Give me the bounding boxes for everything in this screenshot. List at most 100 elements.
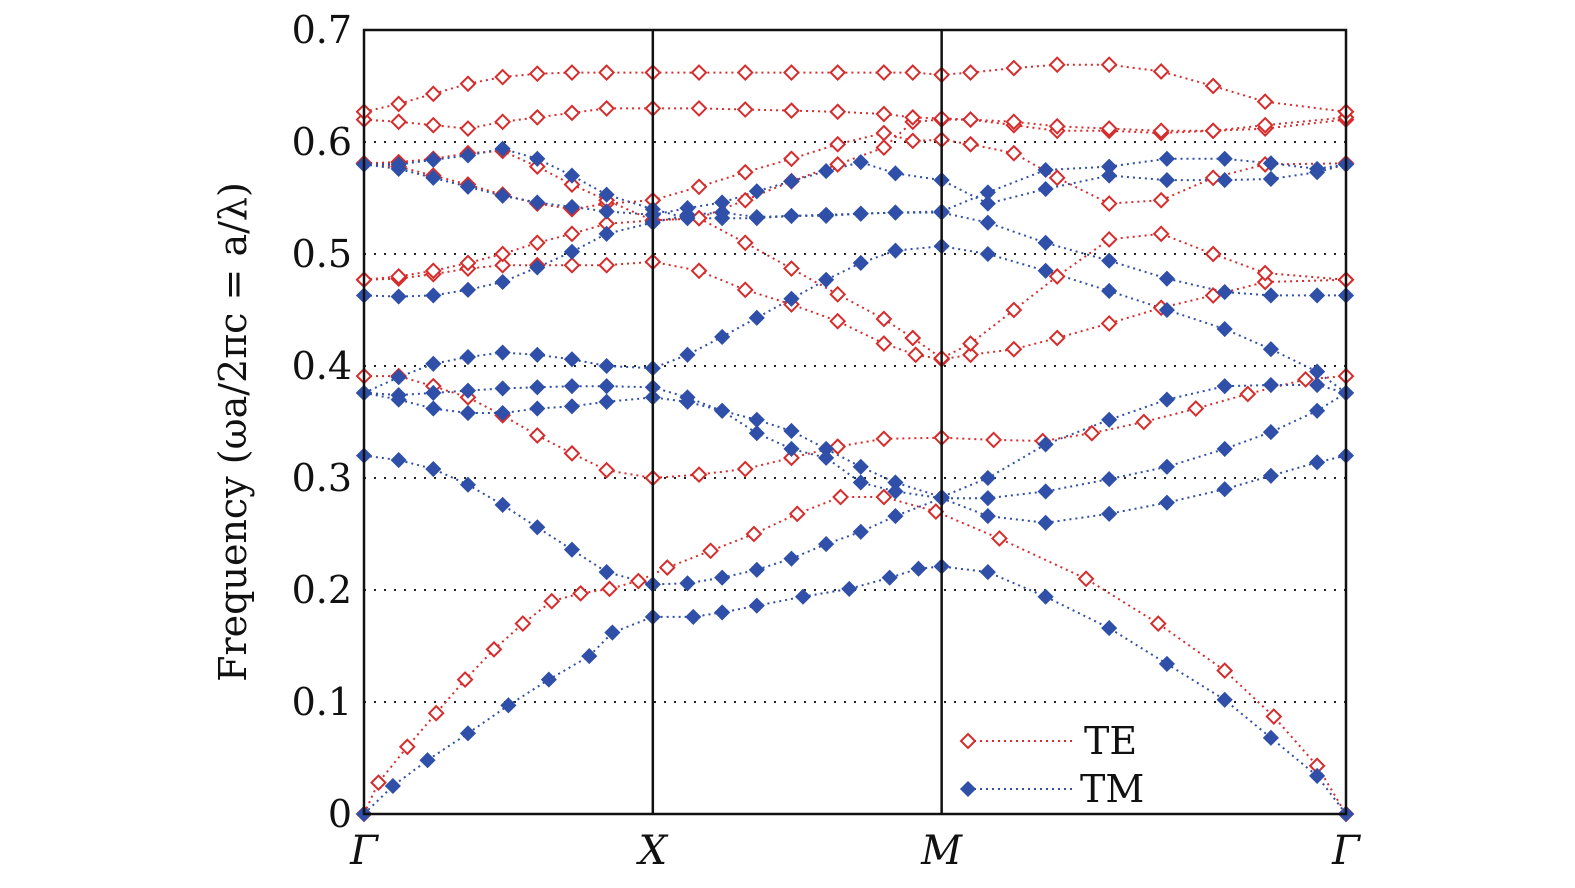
te-point xyxy=(962,346,979,364)
tm-point xyxy=(598,564,615,581)
te-point xyxy=(875,139,893,157)
te-point xyxy=(563,444,581,462)
tm-point xyxy=(384,777,401,795)
te-band-line xyxy=(363,217,1347,360)
te-point xyxy=(543,592,561,610)
tm-point xyxy=(529,150,546,167)
tm-point xyxy=(1262,467,1279,484)
te-point xyxy=(875,64,893,81)
tm-point xyxy=(979,195,996,212)
tm-point xyxy=(563,167,581,184)
tm-point xyxy=(500,697,517,714)
series-points-layer xyxy=(355,56,1355,823)
tm-point xyxy=(425,151,442,168)
te-point xyxy=(783,260,800,277)
te-point xyxy=(494,245,512,263)
y-tick-label: 0.6 xyxy=(292,120,352,164)
y-tick-labels: 0 0.1 0.2 0.3 0.4 0.5 0.6 0.7 xyxy=(292,8,352,836)
tm-point xyxy=(494,344,511,361)
te-point xyxy=(1256,93,1274,111)
te-point xyxy=(690,99,708,117)
tm-point xyxy=(598,378,615,395)
tm-point xyxy=(1158,458,1175,475)
tm-point xyxy=(540,671,557,688)
tm-point xyxy=(563,398,581,415)
te-point xyxy=(390,95,408,113)
te-point xyxy=(456,671,474,689)
te-point xyxy=(1152,191,1170,209)
tm-point xyxy=(748,210,765,227)
tm-point xyxy=(598,203,615,220)
tm-point xyxy=(1101,158,1118,175)
grid-layer xyxy=(364,141,1346,703)
tm-point xyxy=(1216,150,1233,167)
tm-point xyxy=(748,411,765,428)
te-point xyxy=(875,310,893,328)
tm-point xyxy=(425,460,442,478)
tm-point xyxy=(1309,376,1326,394)
tm-point xyxy=(887,242,904,259)
tm-point xyxy=(1158,655,1175,672)
te-point xyxy=(398,738,416,756)
legend-item-tm: TM xyxy=(959,767,1144,811)
tm-point xyxy=(1262,341,1279,358)
tm-point xyxy=(529,259,546,276)
te-point xyxy=(904,108,922,126)
te-point xyxy=(736,460,754,478)
tm-point xyxy=(459,178,477,195)
tm-point xyxy=(1037,483,1054,500)
te-point xyxy=(528,427,546,444)
tm-point xyxy=(783,440,800,457)
tm-point xyxy=(459,476,477,493)
tm-point xyxy=(494,140,511,157)
te-point xyxy=(1204,287,1222,304)
te-point xyxy=(601,580,618,598)
te-point xyxy=(598,99,616,117)
tm-point xyxy=(1101,411,1118,428)
te-band-line xyxy=(363,118,1347,222)
plot-border xyxy=(362,28,1348,816)
y-axis-title: Frequency (ωa/2πc = a/λ) xyxy=(211,182,255,682)
tm-point xyxy=(563,541,581,558)
te-point xyxy=(1256,116,1274,134)
tm-point xyxy=(459,147,477,164)
te-point xyxy=(1100,315,1118,332)
te-point xyxy=(514,615,532,633)
tm-point xyxy=(1262,155,1279,172)
x-tick-label: X xyxy=(636,828,669,874)
te-point xyxy=(563,225,581,243)
te-point xyxy=(783,64,800,81)
x-tick-label: Γ xyxy=(349,828,379,874)
legend-tm-marker xyxy=(959,780,977,798)
te-point xyxy=(962,64,979,81)
te-band-line xyxy=(363,107,1347,132)
tm-point xyxy=(783,550,800,567)
tm-point xyxy=(598,393,615,410)
y-tick-label: 0.3 xyxy=(292,456,352,500)
tm-point xyxy=(852,154,869,171)
te-point xyxy=(829,64,847,81)
tm-point xyxy=(419,752,436,769)
tm-point xyxy=(783,207,800,224)
te-point xyxy=(829,312,847,330)
te-point xyxy=(745,525,763,543)
tm-point xyxy=(1216,378,1233,395)
tm-point xyxy=(1101,471,1118,488)
te-point xyxy=(904,64,922,81)
tm-point xyxy=(818,206,835,223)
te-point xyxy=(1005,340,1023,358)
te-point xyxy=(459,75,477,93)
te-point xyxy=(485,640,503,658)
te-point xyxy=(1152,225,1170,243)
te-point xyxy=(563,104,581,122)
tm-point xyxy=(1158,494,1175,511)
tm-point xyxy=(390,288,407,305)
te-point xyxy=(875,105,893,123)
te-point xyxy=(690,262,708,280)
tm-point xyxy=(459,404,477,422)
te-point xyxy=(629,572,647,590)
tm-point xyxy=(1216,172,1233,189)
te-point xyxy=(427,704,445,722)
legend: TE TM xyxy=(959,719,1144,811)
tm-point xyxy=(841,580,858,597)
